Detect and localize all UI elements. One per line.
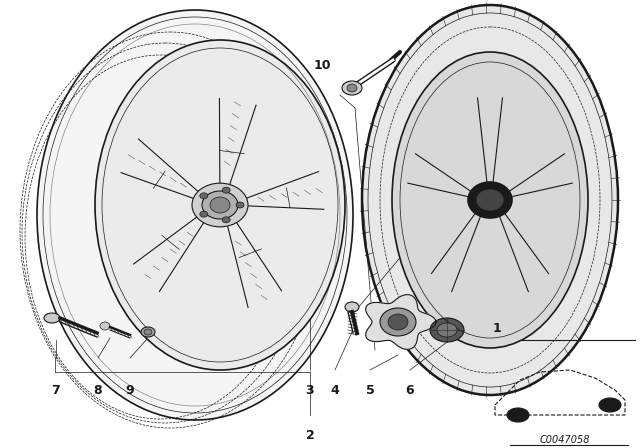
Ellipse shape: [347, 84, 357, 92]
Ellipse shape: [342, 81, 362, 95]
Text: 5: 5: [365, 383, 374, 396]
Text: 7: 7: [52, 383, 60, 396]
Ellipse shape: [222, 187, 230, 193]
Ellipse shape: [100, 322, 110, 330]
Text: 10: 10: [313, 59, 331, 72]
Ellipse shape: [468, 182, 512, 218]
Ellipse shape: [437, 323, 457, 337]
Ellipse shape: [192, 183, 248, 227]
Ellipse shape: [210, 197, 230, 213]
Ellipse shape: [380, 308, 416, 336]
Ellipse shape: [200, 193, 208, 199]
Ellipse shape: [222, 217, 230, 223]
Ellipse shape: [44, 313, 60, 323]
Ellipse shape: [430, 318, 464, 342]
Ellipse shape: [95, 40, 345, 370]
Ellipse shape: [236, 202, 244, 208]
Polygon shape: [365, 295, 436, 349]
Ellipse shape: [345, 302, 359, 312]
Text: C0047058: C0047058: [540, 435, 590, 445]
Ellipse shape: [144, 329, 152, 335]
Text: 2: 2: [306, 428, 314, 441]
Ellipse shape: [200, 211, 208, 217]
Text: 4: 4: [331, 383, 339, 396]
Ellipse shape: [392, 52, 588, 348]
Text: 8: 8: [93, 383, 102, 396]
Ellipse shape: [202, 191, 238, 219]
Ellipse shape: [141, 327, 155, 337]
Ellipse shape: [37, 10, 353, 420]
Ellipse shape: [476, 189, 504, 211]
Ellipse shape: [507, 408, 529, 422]
Ellipse shape: [388, 314, 408, 330]
Ellipse shape: [599, 398, 621, 412]
Text: 9: 9: [125, 383, 134, 396]
Text: 1: 1: [493, 322, 501, 335]
Text: 3: 3: [306, 383, 314, 396]
Ellipse shape: [362, 5, 618, 395]
Text: 6: 6: [406, 383, 414, 396]
